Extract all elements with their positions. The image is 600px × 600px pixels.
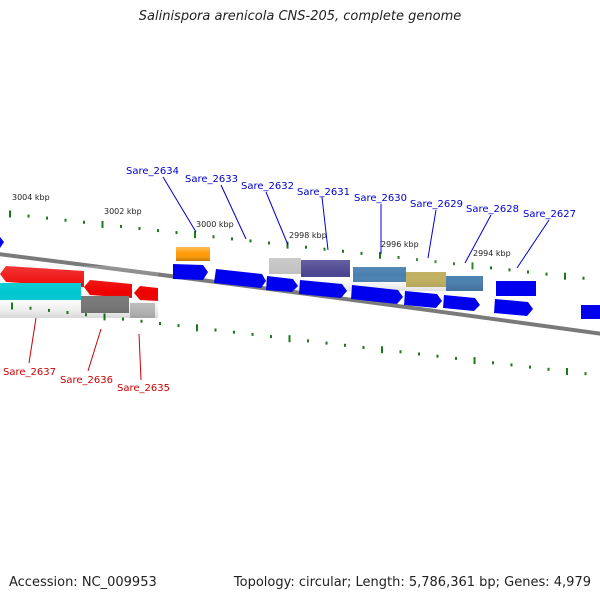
cds-blue-arrow[interactable]	[173, 264, 208, 280]
map-title: Salinispora arenicola CNS-205, complete …	[138, 9, 462, 24]
kbp-label-3004: 3004 kbp	[12, 193, 50, 202]
gene-label-sare-2629[interactable]: Sare_2629	[410, 199, 463, 210]
cds-blue-arrow[interactable]	[214, 269, 266, 288]
kbp-label-2996: 2996 kbp	[381, 240, 419, 249]
gene-track-reverse	[0, 266, 158, 318]
kbp-label-2994: 2994 kbp	[473, 249, 511, 258]
accession-text: Accession: NC_009953	[9, 575, 157, 590]
cds-blue-arrow[interactable]	[494, 299, 533, 316]
cds-blue-arrow[interactable]	[266, 276, 298, 292]
cds-blue-arrow[interactable]	[0, 237, 4, 248]
gene-label-sare-2635[interactable]: Sare_2635	[117, 383, 170, 394]
cds-blue-arrow[interactable]	[351, 285, 403, 304]
reverse-label-lines	[28, 317, 142, 381]
cds-blue-edge[interactable]	[581, 305, 600, 319]
kbp-label-2998: 2998 kbp	[289, 231, 327, 240]
gene-label-sare-2632[interactable]: Sare_2632	[241, 181, 294, 192]
gene-label-sare-2633[interactable]: Sare_2633	[185, 174, 238, 185]
gene-label-sare-2636[interactable]: Sare_2636	[60, 375, 113, 386]
gene-track-forward	[0, 237, 600, 319]
topology-text: Topology: circular; Length: 5,786,361 bp…	[233, 575, 591, 590]
cds-blue-arrow[interactable]	[443, 295, 480, 311]
cds-blue-arrow[interactable]	[299, 280, 347, 298]
cds-blue-arrow[interactable]	[404, 291, 442, 308]
gene-label-sare-2630[interactable]: Sare_2630	[354, 193, 407, 204]
gene-label-sare-2627[interactable]: Sare_2627	[523, 209, 576, 220]
cds-blue-upper[interactable]	[496, 281, 536, 296]
kbp-label-3000: 3000 kbp	[196, 220, 234, 229]
gene-label-sare-2634[interactable]: Sare_2634	[126, 166, 179, 177]
gene-label-sare-2631[interactable]: Sare_2631	[297, 187, 350, 198]
forward-label-lines	[162, 176, 550, 269]
kbp-label-3002: 3002 kbp	[104, 207, 142, 216]
gene-label-sare-2628[interactable]: Sare_2628	[466, 204, 519, 215]
gene-label-sare-2637[interactable]: Sare_2637	[3, 367, 56, 378]
